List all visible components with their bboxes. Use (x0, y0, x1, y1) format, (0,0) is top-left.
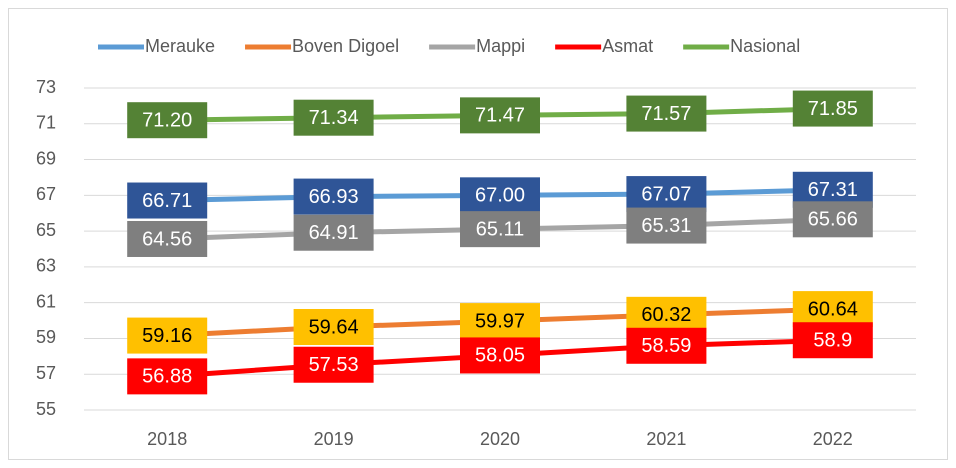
y-tick-label: 65 (36, 220, 56, 240)
legend-label: Merauke (145, 36, 215, 56)
data-label-box (792, 201, 873, 238)
y-tick-label: 55 (36, 399, 56, 419)
y-tick-label: 67 (36, 184, 56, 204)
y-tick-label: 73 (36, 77, 56, 97)
data-label: 57.53 (309, 354, 359, 376)
x-tick-label: 2020 (480, 429, 520, 449)
data-label-box (460, 97, 540, 134)
data-label: 71.47 (475, 105, 525, 127)
data-label: 67.31 (808, 179, 858, 201)
data-label-box (293, 308, 374, 345)
data-label-box (626, 327, 707, 364)
y-tick-label: 61 (36, 291, 56, 311)
data-label-box (127, 317, 208, 354)
data-label: 65.31 (641, 215, 691, 237)
data-label: 65.11 (476, 218, 525, 240)
data-label-box (792, 90, 873, 127)
data-label: 66.71 (142, 190, 192, 212)
data-label-box (460, 211, 540, 248)
data-label: 60.64 (808, 298, 858, 320)
x-tick-label: 2022 (813, 429, 853, 449)
y-tick-label: 59 (36, 327, 56, 347)
legend-label: Mappi (476, 36, 525, 56)
data-label: 67.00 (475, 185, 525, 207)
data-label: 58.9 (813, 330, 852, 352)
data-label-box (626, 207, 707, 244)
data-label: 58.59 (641, 335, 691, 357)
data-label: 71.34 (309, 107, 359, 129)
x-tick-label: 2019 (314, 429, 354, 449)
data-label-box (127, 220, 208, 257)
data-label: 56.88 (142, 366, 192, 388)
data-label: 65.66 (808, 209, 858, 231)
legend-label: Boven Digoel (292, 36, 399, 56)
data-label: 64.56 (142, 228, 192, 250)
y-tick-label: 69 (36, 148, 56, 168)
data-label: 71.20 (142, 109, 192, 131)
data-label-box (626, 176, 707, 213)
y-tick-label: 57 (36, 363, 56, 383)
data-label-box (626, 95, 707, 132)
data-label-box (460, 337, 540, 374)
data-label-box (626, 296, 707, 333)
legend-label: Nasional (730, 36, 800, 56)
data-label-box (293, 346, 374, 383)
data-label-box (460, 177, 540, 214)
data-label-box (127, 182, 208, 219)
data-label-box (293, 214, 374, 251)
data-label-box (293, 178, 374, 215)
y-tick-label: 71 (36, 113, 56, 133)
data-label: 58.05 (475, 345, 525, 367)
data-label: 67.07 (641, 183, 691, 205)
data-label: 59.97 (475, 310, 525, 332)
data-label-box (792, 291, 873, 328)
data-label-box (127, 102, 208, 139)
data-label: 71.85 (808, 98, 858, 120)
y-tick-label: 63 (36, 256, 56, 276)
legend-label: Asmat (602, 36, 653, 56)
data-label-box (460, 303, 540, 340)
x-tick-label: 2021 (646, 429, 686, 449)
data-label-box (792, 322, 873, 359)
x-tick-label: 2018 (147, 429, 187, 449)
data-label: 71.57 (641, 103, 691, 125)
data-label: 60.32 (641, 304, 691, 326)
data-label: 59.64 (309, 316, 359, 338)
data-label-box (127, 358, 208, 395)
data-label: 66.93 (309, 186, 359, 208)
data-label-box (293, 99, 374, 136)
data-label: 59.16 (142, 325, 192, 347)
data-label: 64.91 (309, 222, 359, 244)
